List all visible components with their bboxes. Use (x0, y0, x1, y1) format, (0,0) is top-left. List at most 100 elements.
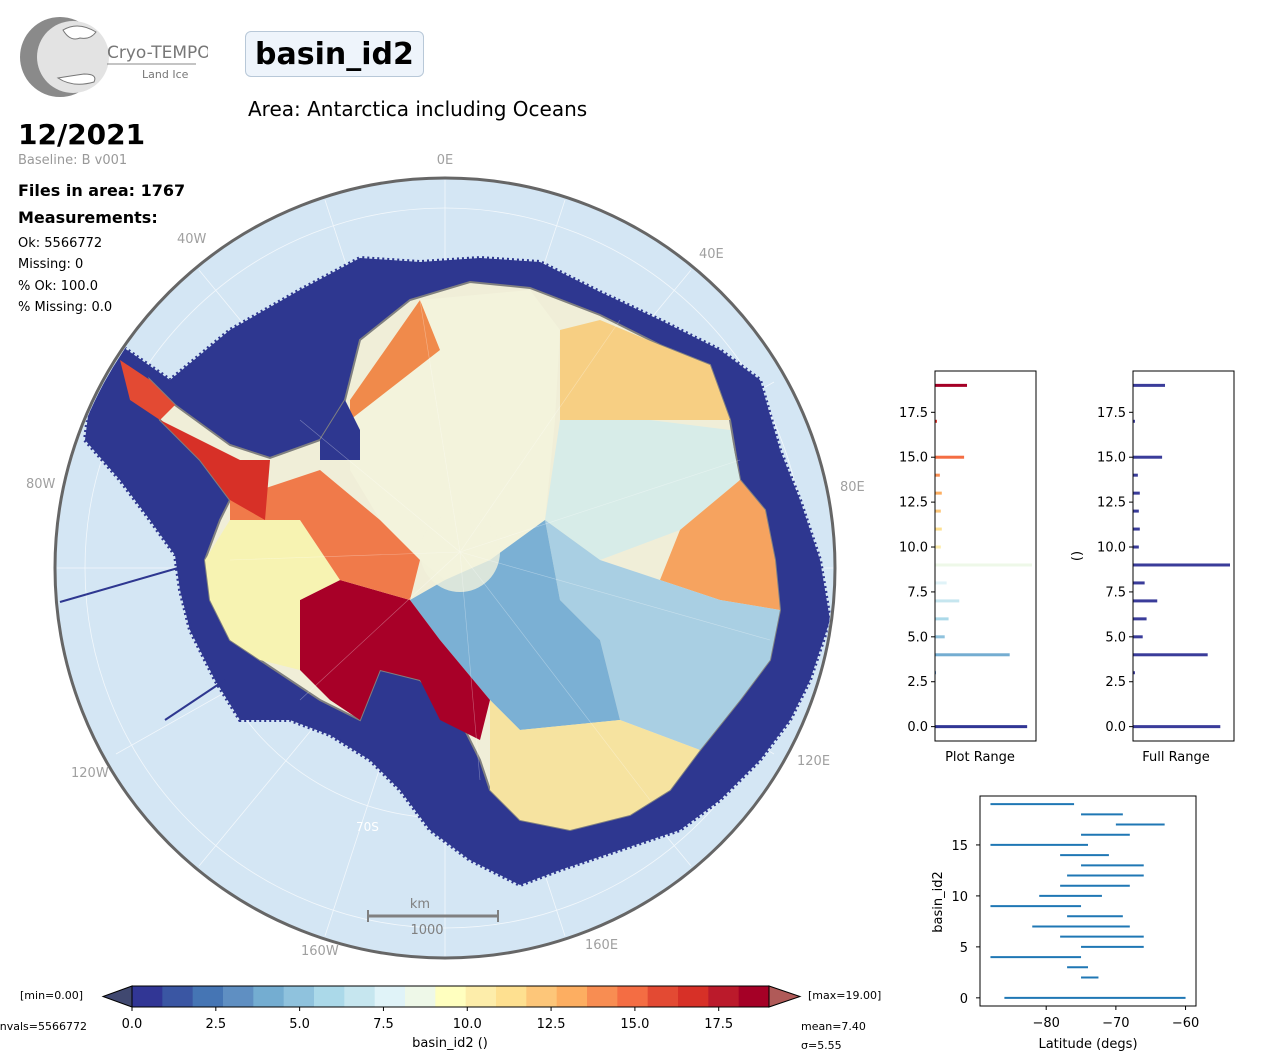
colorbar-sigma-label: σ=5.55 (801, 1039, 842, 1052)
hist-ytick-label: 12.5 (1097, 496, 1126, 511)
colorbar-segment (192, 986, 224, 1007)
measurements-title: Measurements: (18, 208, 158, 227)
hist-bar (1133, 599, 1158, 603)
colorbar-tick-label: 0.0 (122, 1017, 143, 1032)
hist-bar (1133, 725, 1221, 729)
colorbar-segment (314, 986, 345, 1007)
latitude-range-ticks: −80 −70 −60 0 5 10 15 (951, 839, 1199, 1031)
stat-ok: Ok: 5566772 (18, 236, 103, 251)
colorbar-tick-label: 10.0 (453, 1017, 482, 1032)
basin-5 (660, 480, 780, 610)
hist-plot-range-xlabel: Plot Range (945, 750, 1015, 765)
date-label: 12/2021 (18, 118, 146, 151)
colorbar-ticks: 0.0 2.5 5.0 7.5 10.0 12.5 15.0 17.5 (122, 1007, 733, 1032)
colorbar-segment (678, 986, 709, 1007)
hist-ytick-label: 15.0 (1097, 451, 1126, 466)
lon-label: 40W (177, 232, 207, 247)
latitude-range-ylabel: basin_id2 (931, 871, 946, 932)
colorbar-segment (496, 986, 527, 1007)
page-title: basin_id2 (245, 31, 424, 77)
hist-full-range-xlabel: Full Range (1142, 750, 1210, 765)
basin-3 (560, 320, 730, 420)
basin-9 (300, 580, 490, 740)
colorbar-segment (253, 986, 285, 1007)
latitude-range-lines (990, 803, 1186, 999)
latitude-xtick-label: −60 (1172, 1016, 1199, 1031)
hist-bar (935, 473, 940, 477)
hist-bar (1133, 617, 1147, 621)
colorbar-segment (374, 986, 406, 1007)
hist-ytick-label: 5.0 (1105, 630, 1126, 645)
latitude-xtick-label: −70 (1102, 1016, 1129, 1031)
hist-bar (1133, 671, 1135, 675)
colorbar-segment (738, 986, 770, 1007)
hist-plot-range-ticks: 0.0 2.5 5.0 7.5 10.0 12.5 15.0 17.5 (899, 406, 935, 735)
basin-13 (120, 360, 175, 420)
polar-map: 0E 40E 80E 120E 160E 160W 120W 80W 40W 7… (26, 153, 865, 960)
colorbar-nvals-label: nvals=5566772 (0, 1020, 87, 1033)
hist-bar (935, 653, 1010, 657)
cryo-tempo-logo: Cryo-TEMPO Land Ice (20, 17, 208, 97)
colorbar-segment (132, 986, 163, 1007)
area-title: Area: Antarctica including Oceans (248, 97, 588, 121)
hist-plot-range: 0.0 2.5 5.0 7.5 10.0 12.5 15.0 17.5 Plot Range (899, 370, 1037, 765)
orbit-tracks (229, 299, 771, 801)
basin-6 (545, 520, 780, 750)
hist-full-range-ylabel: () (1070, 551, 1085, 561)
hist-ytick-label: 0.0 (1105, 720, 1126, 735)
hist-bar (1133, 473, 1138, 477)
hist-bar (935, 527, 942, 531)
hist-ytick-label: 15.0 (899, 451, 928, 466)
hist-bar (1133, 491, 1140, 495)
colorbar-segment (617, 986, 649, 1007)
stat-pct-missing: % Missing: 0.0 (18, 300, 113, 315)
map-content (57, 180, 833, 956)
basin-4 (545, 420, 740, 560)
colorbar-segment (556, 986, 588, 1007)
colorbar-segment (647, 986, 679, 1007)
hist-plot-range-bars (935, 383, 1032, 729)
hist-ytick-label: 12.5 (899, 496, 928, 511)
hist-ytick-label: 2.5 (1105, 675, 1126, 690)
lon-labels: 0E 40E 80E 120E 160E 160W 120W 80W 40W (26, 153, 865, 959)
colorbar-segment (435, 986, 467, 1007)
hist-bar (935, 563, 1032, 567)
hist-bar (1133, 581, 1145, 585)
files-in-area: Files in area: 1767 (18, 181, 186, 200)
hist-bar (935, 383, 968, 387)
lon-label: 160W (301, 944, 339, 959)
lon-label: 120W (71, 766, 109, 781)
hist-ytick-label: 10.0 (1097, 541, 1126, 556)
latitude-ytick-label: 0 (960, 992, 968, 1007)
basin-8 (490, 700, 700, 830)
hist-full-range-bars (1133, 383, 1230, 729)
latitude-xtick-label: −80 (1032, 1016, 1059, 1031)
latitude-ytick-label: 10 (951, 890, 968, 905)
pole-hole (420, 512, 500, 592)
scale-value: 1000 (410, 923, 443, 938)
hist-bar (935, 581, 947, 585)
colorbar-min-label: [min=0.00] (20, 989, 83, 1002)
hist-ytick-label: 5.0 (907, 630, 928, 645)
colorbar-tick-label: 12.5 (537, 1017, 566, 1032)
hist-bar (935, 491, 942, 495)
logo-line1: Cryo-TEMPO (107, 43, 208, 63)
hist-bar (1133, 563, 1230, 567)
lat-label: 70S (356, 820, 379, 834)
lon-label: 40E (699, 247, 724, 262)
baseline-label: Baseline: B v001 (18, 153, 128, 168)
hist-bar (1133, 545, 1139, 549)
colorbar-title: basin_id2 () (412, 1036, 488, 1051)
latitude-ytick-label: 15 (951, 839, 968, 854)
hist-ytick-label: 0.0 (907, 720, 928, 735)
hist-bar (1133, 527, 1140, 531)
basin-10 (205, 520, 340, 670)
colorbar-segment (162, 986, 194, 1007)
lon-label: 0E (437, 153, 454, 168)
colorbar-segment (405, 986, 436, 1007)
colorbar-segment (223, 986, 254, 1007)
scale-unit: km (410, 897, 430, 912)
stat-missing: Missing: 0 (18, 257, 84, 272)
hist-full-range-ticks: 0.0 2.5 5.0 7.5 10.0 12.5 15.0 17.5 (1097, 406, 1133, 735)
lon-label: 160E (585, 938, 618, 953)
